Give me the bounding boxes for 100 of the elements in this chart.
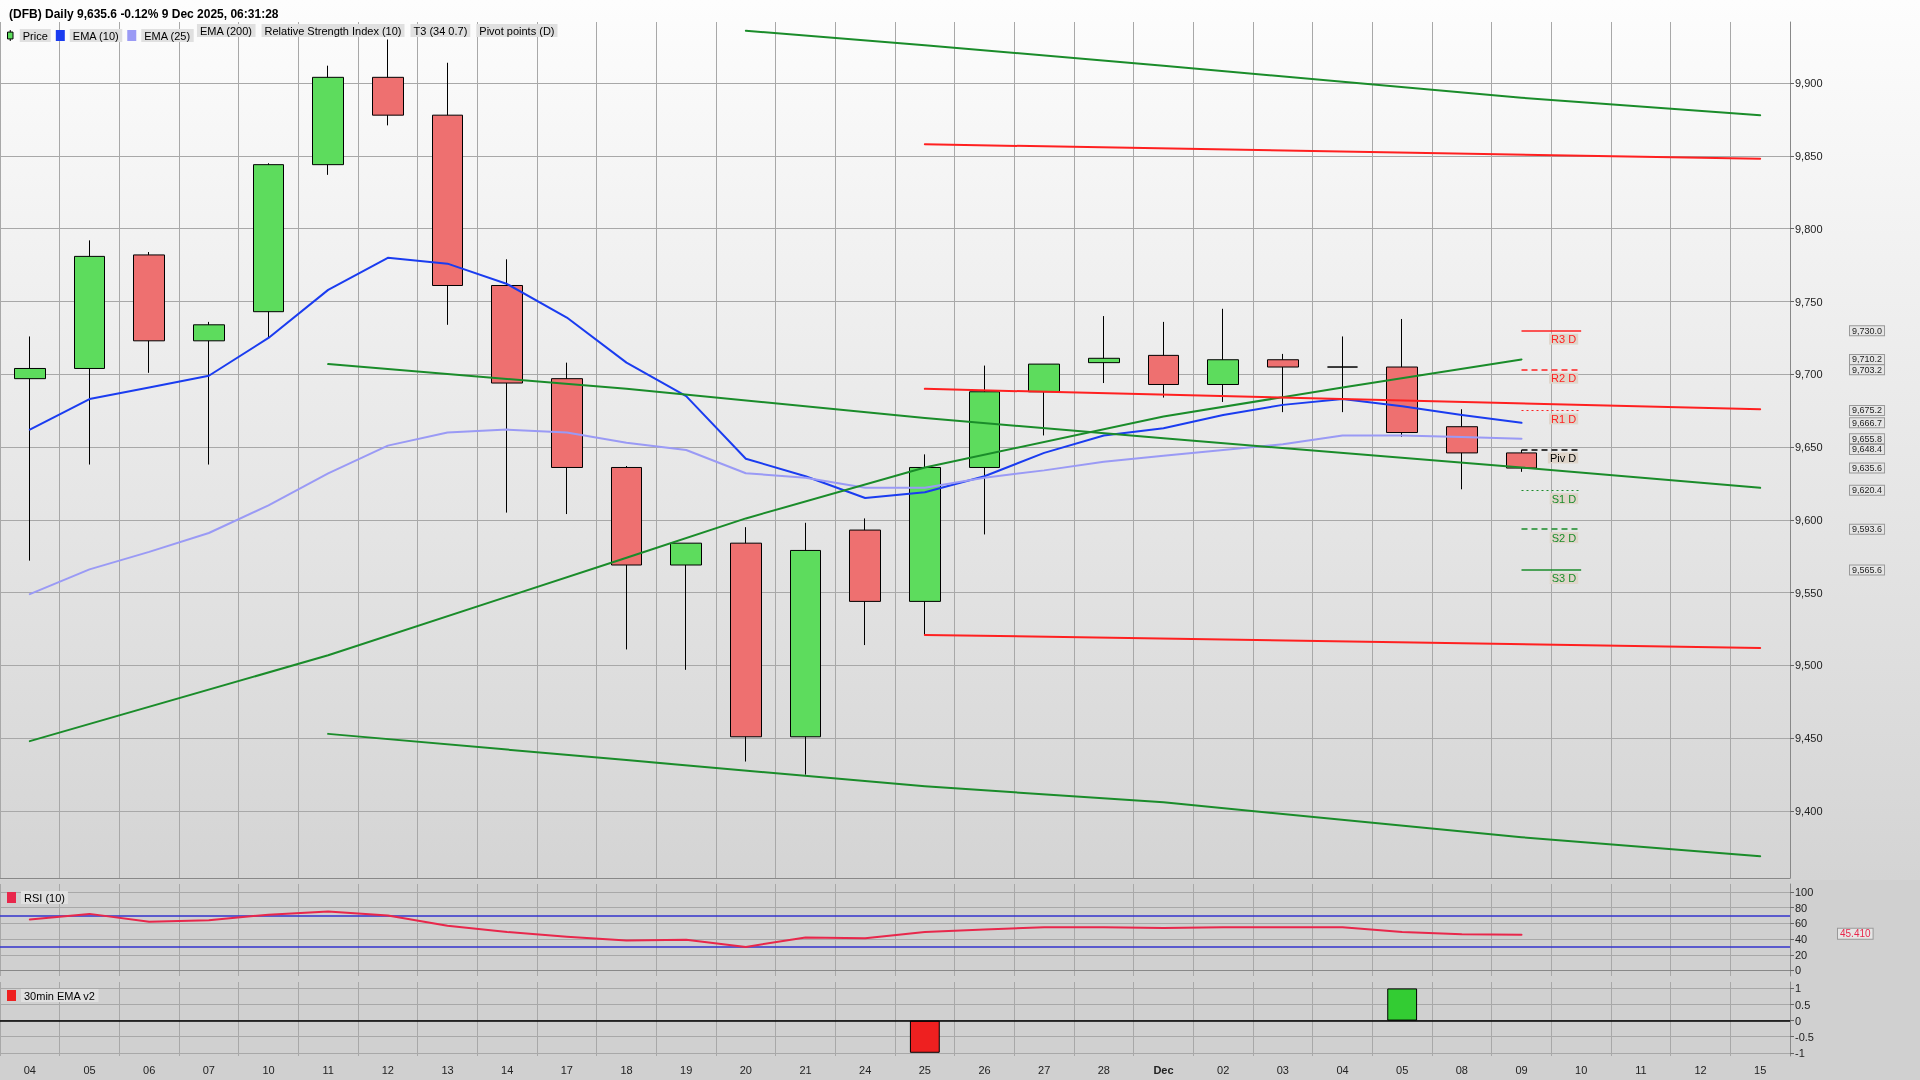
y-tick-label: 9,650 [1795,441,1823,454]
x-tick-label: 07 [202,1063,215,1076]
y2-tick-label: 9,675.2 [1852,405,1883,416]
y-tick-label: 9,800 [1795,222,1823,235]
legend-label: 30min EMA v2 [24,989,95,1002]
line-series [327,732,1762,858]
candlestick [1028,363,1060,436]
y2-tick-label: 9,703.2 [1852,364,1883,375]
y2-tick-label: 9,666.7 [1852,417,1883,428]
candlestick [1386,318,1418,438]
line-series [744,29,1762,117]
candlestick [1446,408,1478,490]
x-tick-label: 03 [1276,1063,1289,1076]
candlestick [491,258,523,514]
y-tick-label: 1 [1795,982,1802,995]
x-tick-label: 11 [1635,1063,1647,1076]
ref-line-label: S1 D [1551,492,1577,505]
ref-line-label: S3 D [1551,572,1577,585]
y-tick-label: -1 [1795,1046,1805,1059]
y-tick-label: 9,900 [1795,77,1823,90]
line-series [28,910,1523,948]
y-tick-label: 60 [1795,917,1808,930]
ref-line-label: R3 D [1551,333,1577,346]
chart-title: (DFB) Daily 9,635.6 -0.12% 9 Dec 2025, 06:31:28 [9,7,279,21]
annotation: T3 (34 0.7) [413,24,468,37]
legend-label: EMA (25) [144,29,191,42]
annotation: Relative Strength Index (10) [264,24,402,37]
y-tick-label: 40 [1795,933,1808,946]
ref-line-label: S2 D [1551,531,1577,544]
candlestick [969,365,1000,535]
candlestick [372,38,404,126]
y2-tick-label: 9,635.6 [1852,463,1883,474]
candlestick [133,251,165,374]
x-tick-label: 08 [1455,1063,1468,1076]
x-tick-label: 15 [1754,1063,1767,1076]
x-tick-label: 05 [1396,1063,1409,1076]
x-tick-label: 18 [620,1063,633,1076]
text: 45.410 [1840,928,1872,940]
y-tick-label: 9,600 [1795,513,1823,526]
candlestick [1088,315,1120,384]
y2-tick-label: 9,710.2 [1852,354,1883,365]
x-tick-label: 19 [680,1063,693,1076]
x-tick-label: 12 [381,1063,394,1076]
legend-label: Price [22,29,48,42]
x-tick-label: 05 [83,1063,96,1076]
candlestick [432,62,463,326]
line-series [28,428,1523,596]
x-tick-label: 02 [1217,1063,1230,1076]
y-tick-label: 9,750 [1795,295,1823,308]
y-tick-label: -0.5 [1795,1030,1814,1043]
line-series [28,256,1523,500]
candlestick [909,453,941,636]
y2-tick-label: 9,593.6 [1852,524,1883,535]
ref-line-label: R2 D [1551,372,1577,385]
ref-line-label: R1 D [1551,412,1577,425]
x-tick-label: 13 [441,1063,454,1076]
legend-label: RSI (10) [24,891,65,904]
candlestick [1267,353,1299,413]
x-tick-label: 17 [560,1063,573,1076]
x-tick-label: 11 [322,1063,334,1076]
annotation: EMA (200) [199,24,252,37]
x-tick-label: 28 [1097,1063,1110,1076]
x-tick-label: 06 [143,1063,156,1076]
y-tick-label: 9,450 [1795,732,1823,745]
y2-tick-label: 9,620.4 [1852,485,1883,496]
y-tick-label: 100 [1795,885,1814,898]
y-tick-label: 0.5 [1795,998,1811,1011]
x-tick-label: 10 [1575,1063,1588,1076]
x-tick-label: 10 [262,1063,275,1076]
x-tick-label: 25 [918,1063,931,1076]
candlestick [849,517,881,646]
y-tick-label: 9,700 [1795,368,1823,381]
candlestick [1148,321,1179,399]
candlestick [670,542,702,671]
candlestick [611,465,642,650]
annotation: Pivot points (D) [479,24,555,37]
ref-line-label: Piv D [1549,451,1577,464]
y-tick-label: 20 [1795,948,1808,961]
y2-tick-label: 9,565.6 [1852,564,1883,575]
candlestick [312,65,344,176]
x-tick-label: 04 [1336,1063,1349,1076]
x-tick-label: 12 [1694,1063,1707,1076]
legend-label: EMA (10) [72,29,119,42]
candlestick [14,335,46,562]
x-tick-label: 21 [799,1063,812,1076]
x-tick-label: 26 [978,1063,991,1076]
y-tick-label: 80 [1795,901,1808,914]
y-tick-label: 0 [1795,964,1802,977]
y2-tick-label: 9,730.0 [1852,325,1883,336]
x-tick-label: 27 [1038,1063,1051,1076]
y-tick-label: 9,500 [1795,659,1823,672]
candlestick [730,526,762,763]
candlestick [1327,335,1358,413]
y-tick-label: 0 [1795,1014,1802,1027]
y2-tick-label: 9,648.4 [1852,444,1883,455]
candlestick [74,239,105,466]
y-tick-label: 9,850 [1795,149,1823,162]
y-tick-label: 9,400 [1795,805,1823,818]
candlestick [193,321,225,466]
x-tick-label: 04 [23,1063,36,1076]
